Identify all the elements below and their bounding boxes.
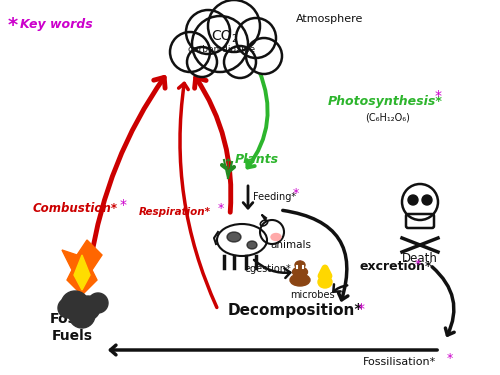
Text: *: * xyxy=(434,89,442,103)
Circle shape xyxy=(186,10,230,54)
Text: Respiration*: Respiration* xyxy=(139,207,211,217)
Text: 2: 2 xyxy=(231,34,237,44)
Ellipse shape xyxy=(217,224,267,256)
Ellipse shape xyxy=(260,220,268,226)
Circle shape xyxy=(187,47,217,77)
Text: *: * xyxy=(358,302,365,316)
Text: (C₆H₁₂O₆): (C₆H₁₂O₆) xyxy=(366,112,410,122)
Text: Feeding*: Feeding* xyxy=(253,192,296,202)
Text: CO: CO xyxy=(212,29,233,43)
Text: *: * xyxy=(218,202,224,215)
Polygon shape xyxy=(74,255,90,290)
Text: *: * xyxy=(293,187,299,200)
Circle shape xyxy=(246,38,282,74)
Text: excretion*: excretion* xyxy=(360,260,432,273)
Ellipse shape xyxy=(227,232,241,242)
Text: Combustion*: Combustion* xyxy=(32,202,117,215)
Circle shape xyxy=(408,195,418,205)
Circle shape xyxy=(69,302,95,328)
Ellipse shape xyxy=(295,261,305,269)
Circle shape xyxy=(402,184,438,220)
Text: Fossil
Fuels: Fossil Fuels xyxy=(50,312,94,343)
Circle shape xyxy=(208,0,260,52)
Text: *: * xyxy=(447,352,453,365)
Circle shape xyxy=(236,18,276,58)
Text: *: * xyxy=(8,16,18,35)
Text: Death: Death xyxy=(402,252,438,265)
Polygon shape xyxy=(62,240,102,295)
Text: *: * xyxy=(415,258,421,271)
Text: Plants: Plants xyxy=(235,153,279,166)
Text: Photosynthesis*: Photosynthesis* xyxy=(328,95,442,108)
Text: egestion*: egestion* xyxy=(244,264,292,274)
Circle shape xyxy=(422,195,432,205)
Ellipse shape xyxy=(292,267,308,277)
Circle shape xyxy=(58,298,78,318)
Text: ↑: ↑ xyxy=(223,158,233,171)
Circle shape xyxy=(260,220,284,244)
Text: carbon dioxide: carbon dioxide xyxy=(188,45,256,54)
Circle shape xyxy=(192,16,248,72)
Ellipse shape xyxy=(318,276,332,288)
Circle shape xyxy=(224,46,256,78)
Text: *: * xyxy=(297,259,303,272)
Ellipse shape xyxy=(247,241,257,249)
Text: Atmosphere: Atmosphere xyxy=(296,14,364,24)
Circle shape xyxy=(61,291,89,319)
Circle shape xyxy=(76,296,100,320)
Ellipse shape xyxy=(290,274,310,286)
Text: animals: animals xyxy=(270,240,311,250)
Text: Decomposition*: Decomposition* xyxy=(228,303,362,318)
Text: Fossilisation*: Fossilisation* xyxy=(364,357,436,367)
Circle shape xyxy=(170,32,210,72)
Ellipse shape xyxy=(271,234,281,240)
FancyBboxPatch shape xyxy=(406,214,434,228)
Circle shape xyxy=(88,293,108,313)
Text: microbes: microbes xyxy=(290,290,335,300)
Text: Key words: Key words xyxy=(20,18,93,31)
Text: *: * xyxy=(120,198,127,212)
